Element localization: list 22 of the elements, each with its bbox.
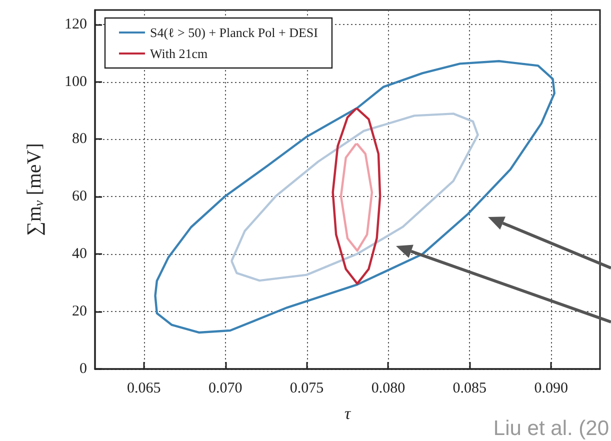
y-tick-label: 80 — [72, 131, 87, 148]
line-series — [230, 112, 479, 282]
y-tick-label: 20 — [72, 304, 87, 320]
text: Liu et al. (20 — [493, 417, 610, 440]
y-tick-label: 100 — [64, 74, 87, 90]
x-axis-title: τ — [344, 404, 352, 423]
x-tick-label: 0.070 — [208, 380, 242, 396]
y-tick-label: 0 — [80, 361, 87, 377]
y-tick-label: 120 — [64, 16, 87, 32]
line-series — [154, 60, 556, 334]
y-tick-label: 40 — [72, 246, 87, 262]
line-series — [340, 143, 374, 252]
y-axis-title: ∑mν [meV] — [24, 143, 46, 236]
x-tick-label: 0.090 — [534, 380, 568, 396]
x-tick-label: 0.080 — [371, 380, 406, 396]
x-tick-label: 0.085 — [452, 380, 487, 396]
line-series — [332, 108, 382, 285]
legend-label: S4(ℓ > 50) + Planck Pol + DESI — [150, 25, 318, 40]
legend-label: With 21cm — [150, 46, 208, 61]
y-tick-label: 60 — [72, 188, 87, 205]
x-tick-label: 0.065 — [126, 380, 161, 396]
x-tick-label: 0.075 — [290, 380, 324, 396]
